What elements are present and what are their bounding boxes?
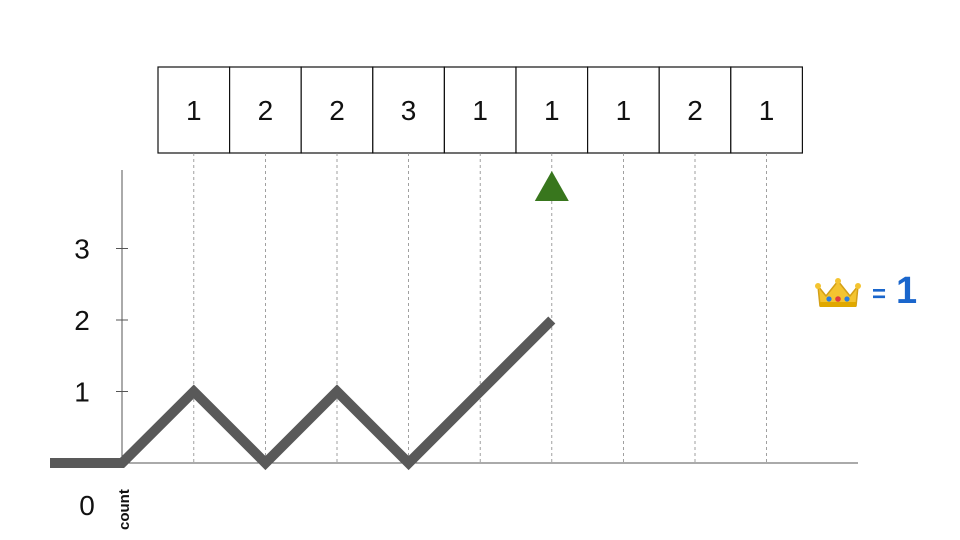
y-tick-label: 2 <box>74 305 90 336</box>
array-cell <box>300 66 374 154</box>
y-ticks: 1 2 3 <box>74 234 128 408</box>
array-cell-value: 2 <box>329 95 345 126</box>
array-cell-value: 1 <box>472 95 488 126</box>
array-cell-value: 1 <box>186 95 202 126</box>
array-cell <box>372 66 445 154</box>
result: = 1 <box>815 270 917 312</box>
crown-icon <box>815 278 861 307</box>
array-cells: 1 2 2 3 1 1 1 2 1 <box>157 66 803 154</box>
result-value: 1 <box>896 270 917 312</box>
array-cell <box>515 66 589 154</box>
axis-caption: count <box>116 489 133 530</box>
array-cell-value: 2 <box>687 95 703 126</box>
array-cell-value: 2 <box>258 95 274 126</box>
count-path <box>50 316 556 471</box>
result-equals: = <box>872 281 886 308</box>
origin-label: 0 <box>79 490 95 521</box>
array-cell-value: 1 <box>759 95 775 126</box>
array-cell <box>157 66 231 154</box>
guide-lines <box>193 153 767 463</box>
pointer-triangle-icon <box>534 171 569 201</box>
array-cell <box>658 66 732 154</box>
array-cell-value: 1 <box>544 95 560 126</box>
array-cell <box>229 66 302 154</box>
y-tick-label: 3 <box>74 234 90 265</box>
y-tick-label: 1 <box>74 377 90 408</box>
array-cell-value: 3 <box>401 95 417 126</box>
array-cell-value: 1 <box>616 95 632 126</box>
